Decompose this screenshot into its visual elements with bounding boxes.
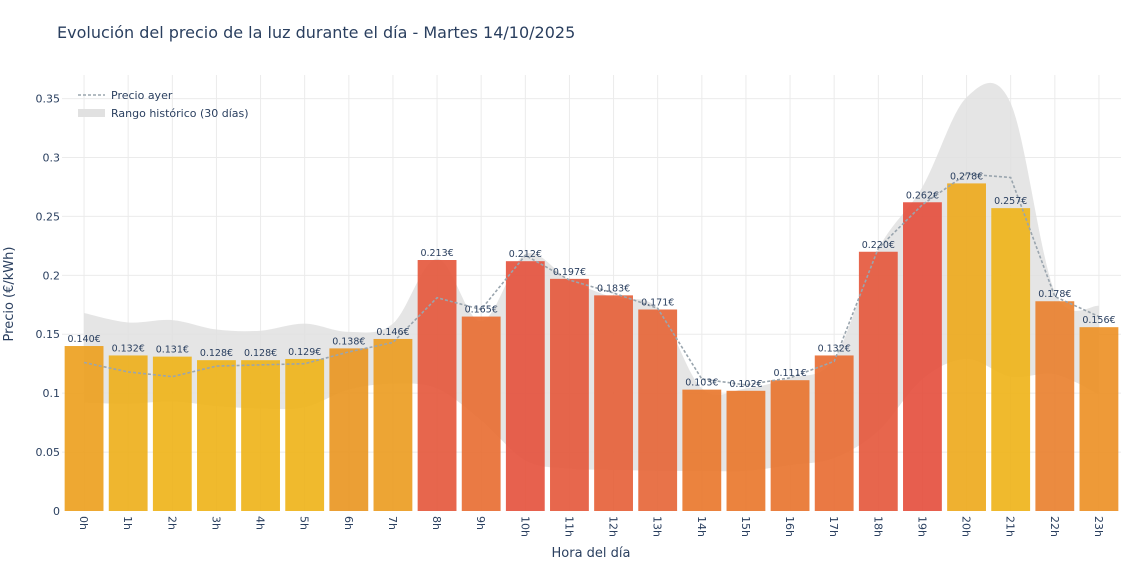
bar-value-label: 0.178€: [1038, 289, 1071, 300]
x-tick-label: 7h: [386, 516, 399, 530]
x-tick-label: 14h: [695, 516, 708, 537]
bar-value-label: 0.146€: [376, 327, 409, 338]
x-tick-label: 1h: [121, 516, 134, 530]
x-tick-label: 3h: [209, 516, 222, 530]
bar-value-label: 0.278€: [950, 171, 983, 182]
legend-yesterday-label: Precio ayer: [111, 89, 173, 102]
x-tick-label: 9h: [474, 516, 487, 530]
x-axis-label: Hora del día: [552, 546, 631, 561]
historical-range-band: [84, 82, 1099, 472]
x-tick-label: 4h: [254, 516, 267, 530]
price-bar-16h: [770, 380, 810, 511]
price-bar-6h: [329, 348, 369, 511]
y-axis-label: Precio (€/kWh): [2, 247, 17, 342]
x-tick-label: 13h: [651, 516, 664, 537]
bar-value-label: 0.132€: [112, 343, 145, 354]
y-axis-ticks: 0 0.05 0.1 0.15 0.2 0.25 0.3 0.35: [36, 93, 61, 518]
yesterday-price-line: [83, 173, 1100, 386]
bar-value-label: 0.138€: [332, 336, 365, 347]
price-bar-13h: [638, 309, 678, 511]
price-bar-23h: [1079, 327, 1119, 511]
bar-value-label: 0.213€: [420, 248, 453, 259]
y-tick-label: 0.25: [36, 210, 61, 223]
x-tick-label: 11h: [562, 516, 575, 537]
bar-value-label: 0.197€: [553, 267, 586, 278]
price-bar-0h: [64, 346, 104, 511]
x-tick-label: 8h: [430, 516, 443, 530]
bar-value-label: 0.128€: [244, 348, 277, 359]
legend: Precio ayer Rango histórico (30 días): [78, 89, 249, 120]
bar-value-label: 0.111€: [773, 368, 806, 379]
bar-value-label: 0.262€: [906, 190, 939, 201]
y-tick-label: 0: [53, 505, 60, 518]
y-tick-label: 0.15: [36, 328, 61, 341]
bar-value-label: 0.128€: [200, 348, 233, 359]
x-tick-label: 19h: [915, 516, 928, 537]
price-bar-20h: [947, 183, 986, 511]
x-tick-label: 15h: [739, 516, 752, 537]
x-tick-label: 18h: [871, 516, 884, 537]
bar-value-labels: 0.140€ 0.132€ 0.131€ 0.128€ 0.128€ 0.129€ 0.13…: [67, 171, 1115, 389]
x-tick-label: 12h: [607, 516, 620, 537]
x-axis-ticks: 0h 1h 2h 3h 4h 5h 6h 7h 8h 9h 10h 11h 12h 13h 14h 15h 16…: [77, 516, 1105, 537]
y-tick-label: 0.05: [36, 446, 61, 459]
bar-value-label: 0.165€: [465, 305, 498, 316]
x-tick-label: 2h: [165, 516, 178, 530]
bar-value-label: 0.257€: [994, 196, 1027, 207]
price-bar-7h: [373, 338, 413, 511]
x-tick-label: 21h: [1004, 516, 1017, 537]
bar-value-label: 0.183€: [597, 283, 630, 294]
y-tick-label: 0.2: [43, 269, 61, 282]
price-bar-11h: [550, 278, 589, 511]
price-bar-5h: [285, 358, 325, 511]
chart-title: Evolución del precio de la luz durante e…: [57, 23, 575, 42]
x-tick-label: 22h: [1048, 516, 1061, 537]
price-bar-15h: [726, 390, 766, 511]
price-bar-4h: [241, 360, 280, 511]
yesterday-line: [83, 173, 1100, 386]
x-tick-label: 5h: [298, 516, 311, 530]
price-bar-22h: [1035, 301, 1075, 511]
x-tick-label: 20h: [960, 516, 973, 537]
historical-range-area: [84, 82, 1099, 472]
price-bar-21h: [991, 208, 1031, 512]
x-tick-label: 6h: [342, 516, 355, 530]
bar-value-label: 0.212€: [509, 249, 542, 260]
y-tick-label: 0.35: [36, 93, 61, 106]
legend-range-label: Rango histórico (30 días): [111, 107, 249, 120]
price-bar-14h: [682, 389, 722, 511]
bar-value-label: 0.103€: [685, 378, 718, 389]
bar-value-label: 0.156€: [1082, 315, 1115, 326]
x-tick-label: 0h: [77, 516, 90, 530]
price-bar-19h: [903, 202, 942, 511]
price-bars: [64, 183, 1119, 512]
x-tick-label: 16h: [783, 516, 796, 537]
price-bar-17h: [814, 355, 854, 511]
price-bar-3h: [197, 360, 236, 511]
price-bar-12h: [594, 295, 633, 511]
y-tick-label: 0.1: [43, 387, 61, 400]
price-bar-10h: [505, 261, 545, 511]
bar-value-label: 0.131€: [156, 345, 189, 356]
price-bar-1h: [108, 355, 148, 511]
price-bar-2h: [152, 356, 192, 511]
bar-value-label: 0.132€: [818, 343, 851, 354]
bar-value-label: 0.220€: [862, 240, 895, 251]
bar-value-label: 0.171€: [641, 297, 674, 308]
price-bar-9h: [461, 316, 501, 511]
price-bar-18h: [858, 251, 898, 511]
x-tick-label: 23h: [1092, 516, 1105, 537]
bar-value-label: 0.129€: [288, 347, 321, 358]
y-tick-label: 0.3: [43, 151, 61, 164]
bar-value-label: 0.140€: [67, 334, 100, 345]
x-tick-label: 10h: [518, 516, 531, 537]
bar-value-label: 0.102€: [729, 379, 762, 390]
x-tick-label: 17h: [827, 516, 840, 537]
